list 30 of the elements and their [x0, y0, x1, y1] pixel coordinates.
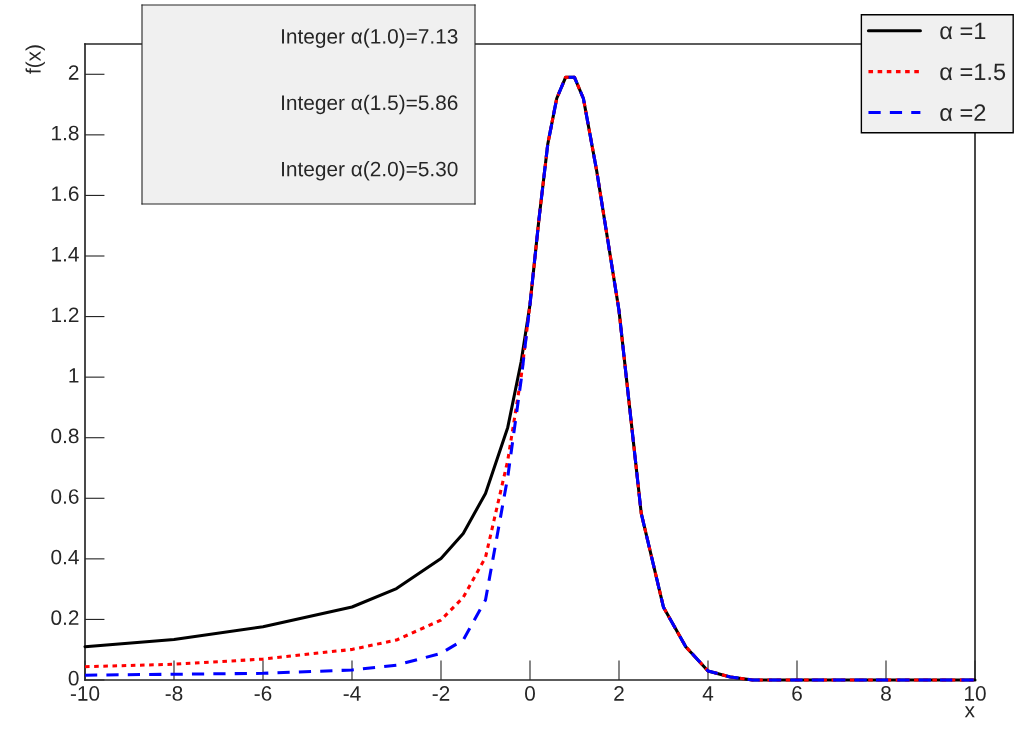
y-tick-label: 1.6 [52, 186, 79, 202]
x-tick-label: 6 [792, 686, 802, 701]
annotation: Integer α(2.0)=5.30 [282, 161, 458, 181]
x-tick-label: 8 [881, 686, 891, 701]
legend-label: α =1.5 [940, 63, 1006, 81]
x-tick-label: -6 [254, 686, 272, 701]
legend-label: α =1 [940, 22, 986, 40]
y-tick-label: 0 [68, 670, 79, 686]
y-tick-label: 0.8 [51, 428, 79, 444]
x-tick-label: -8 [165, 686, 183, 701]
y-axis-title: f(x) [25, 45, 45, 74]
x-tick-label: -4 [343, 686, 361, 701]
x-tick-label: 0 [525, 686, 535, 701]
y-tick-label: 0.4 [51, 549, 79, 565]
y-tick-label: 1.8 [52, 125, 79, 141]
y-tick-label: 1.4 [52, 247, 79, 262]
y-tick-label: 0.2 [51, 610, 79, 626]
x-tick-label: -2 [432, 686, 450, 701]
annotation: Integer α(1.0)=7.13 [282, 28, 458, 48]
legend-label: α =2 [940, 104, 986, 122]
y-tick-label: 1.2 [52, 307, 79, 322]
y-tick-label: 2 [68, 65, 79, 80]
y-tick-label: 1 [69, 368, 79, 383]
annotation: Integer α(1.5)=5.86 [282, 94, 458, 115]
x-tick-label: -10 [70, 686, 100, 701]
y-tick-label: 0.6 [51, 489, 79, 504]
x-tick-label: 2 [614, 686, 624, 701]
x-tick-label: 4 [702, 686, 714, 701]
x-axis-title: x [964, 706, 975, 718]
x-tick-label: 10 [965, 686, 986, 701]
